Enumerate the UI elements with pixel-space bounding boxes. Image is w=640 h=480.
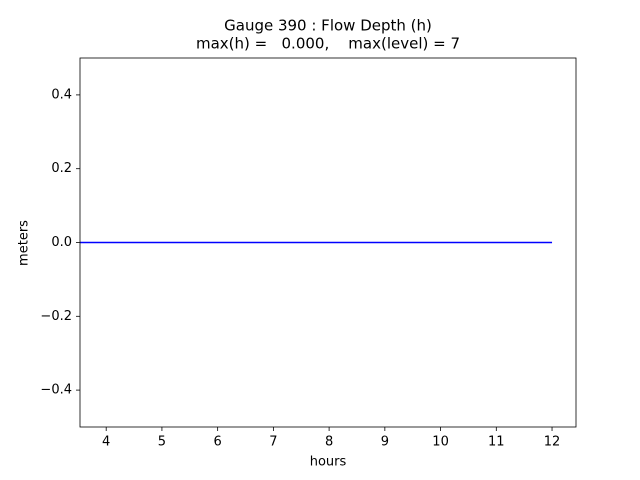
y-tick-label: 0.4 <box>51 87 72 102</box>
x-tick-label: 12 <box>544 435 561 450</box>
chart-subtitle: max(h) = 0.000, max(level) = 7 <box>196 35 460 53</box>
x-axis-label: hours <box>310 455 347 470</box>
y-tick-label: −0.4 <box>40 383 72 398</box>
x-tick-label: 9 <box>381 435 389 450</box>
y-tick-label: 0.0 <box>51 235 72 250</box>
x-tick-label: 4 <box>102 435 110 450</box>
x-tick-label: 6 <box>214 435 222 450</box>
x-tick-label: 7 <box>269 435 277 450</box>
chart-title: Gauge 390 : Flow Depth (h) <box>224 17 432 35</box>
y-tick-label: −0.2 <box>40 309 72 324</box>
x-tick-label: 5 <box>158 435 166 450</box>
x-tick-label: 8 <box>325 435 333 450</box>
plot-frame <box>79 57 577 428</box>
y-tick-label: 0.2 <box>51 161 72 176</box>
x-tick-label: 11 <box>488 435 505 450</box>
y-axis-label: meters <box>17 220 32 266</box>
x-tick-label: 10 <box>432 435 449 450</box>
